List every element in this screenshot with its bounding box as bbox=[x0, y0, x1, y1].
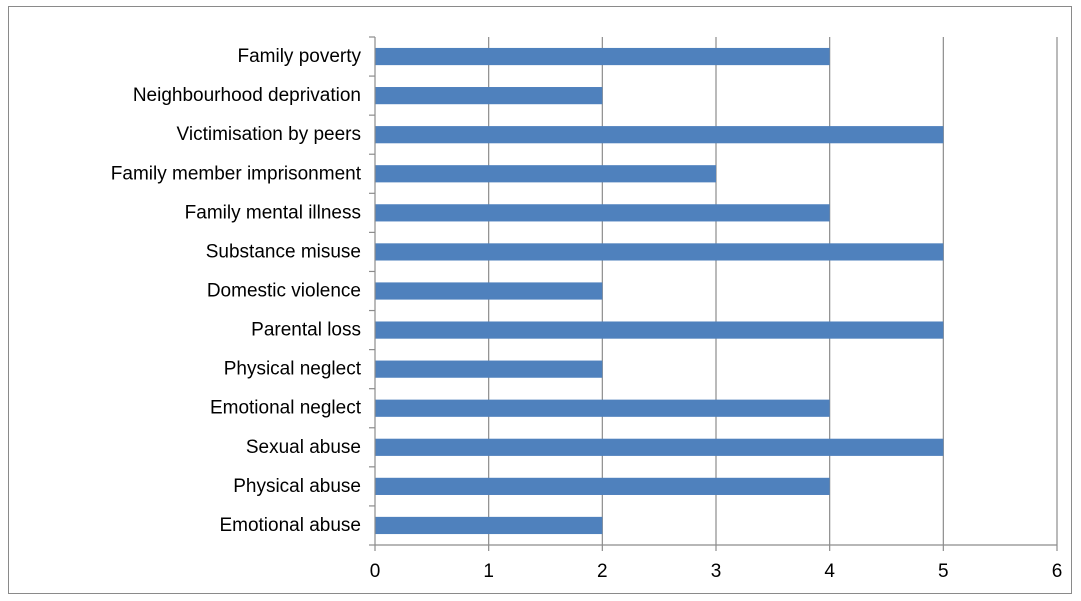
bar-11 bbox=[375, 477, 830, 495]
bar-9 bbox=[375, 399, 830, 417]
category-label-5: Substance misuse bbox=[206, 241, 361, 262]
bar-5 bbox=[375, 243, 944, 261]
category-label-4: Family mental illness bbox=[185, 202, 361, 223]
bar-10 bbox=[375, 438, 944, 456]
chart-frame: Family poverty Neighbourhood deprivation V… bbox=[8, 6, 1072, 594]
bars bbox=[375, 47, 944, 535]
bar-2 bbox=[375, 126, 944, 144]
bar-6 bbox=[375, 282, 603, 300]
category-label-3: Family member imprisonment bbox=[111, 163, 362, 184]
bar-1 bbox=[375, 87, 603, 105]
x-tick-label-6: 6 bbox=[1052, 561, 1063, 582]
category-label-10: Sexual abuse bbox=[246, 437, 361, 458]
bar-7 bbox=[375, 321, 944, 339]
category-label-7: Parental loss bbox=[251, 320, 361, 341]
x-tick-label-1: 1 bbox=[483, 561, 494, 582]
x-tick-label-2: 2 bbox=[597, 561, 608, 582]
bar-3 bbox=[375, 165, 716, 183]
bar-chart: Family poverty Neighbourhood deprivation V… bbox=[111, 36, 1063, 582]
gridlines bbox=[488, 37, 1058, 545]
x-tick-labels: 0 1 2 3 4 5 6 bbox=[370, 561, 1063, 582]
category-label-8: Physical neglect bbox=[224, 359, 362, 380]
x-tick-label-4: 4 bbox=[824, 561, 835, 582]
category-label-2: Victimisation by peers bbox=[177, 124, 361, 145]
bar-4 bbox=[375, 204, 830, 222]
category-label-1: Neighbourhood deprivation bbox=[133, 85, 361, 106]
bar-8 bbox=[375, 360, 603, 378]
category-label-9: Emotional neglect bbox=[210, 398, 362, 419]
bar-12 bbox=[375, 516, 603, 535]
x-tick-label-0: 0 bbox=[370, 561, 381, 582]
x-tick-label-3: 3 bbox=[711, 561, 722, 582]
axes bbox=[369, 36, 1058, 551]
category-label-11: Physical abuse bbox=[233, 476, 361, 497]
category-label-12: Emotional abuse bbox=[219, 515, 361, 536]
category-labels: Family poverty Neighbourhood deprivation V… bbox=[111, 46, 362, 536]
bar-0 bbox=[375, 47, 830, 66]
category-label-6: Domestic violence bbox=[207, 281, 361, 302]
category-label-0: Family poverty bbox=[237, 46, 361, 67]
x-tick-label-5: 5 bbox=[938, 561, 949, 582]
